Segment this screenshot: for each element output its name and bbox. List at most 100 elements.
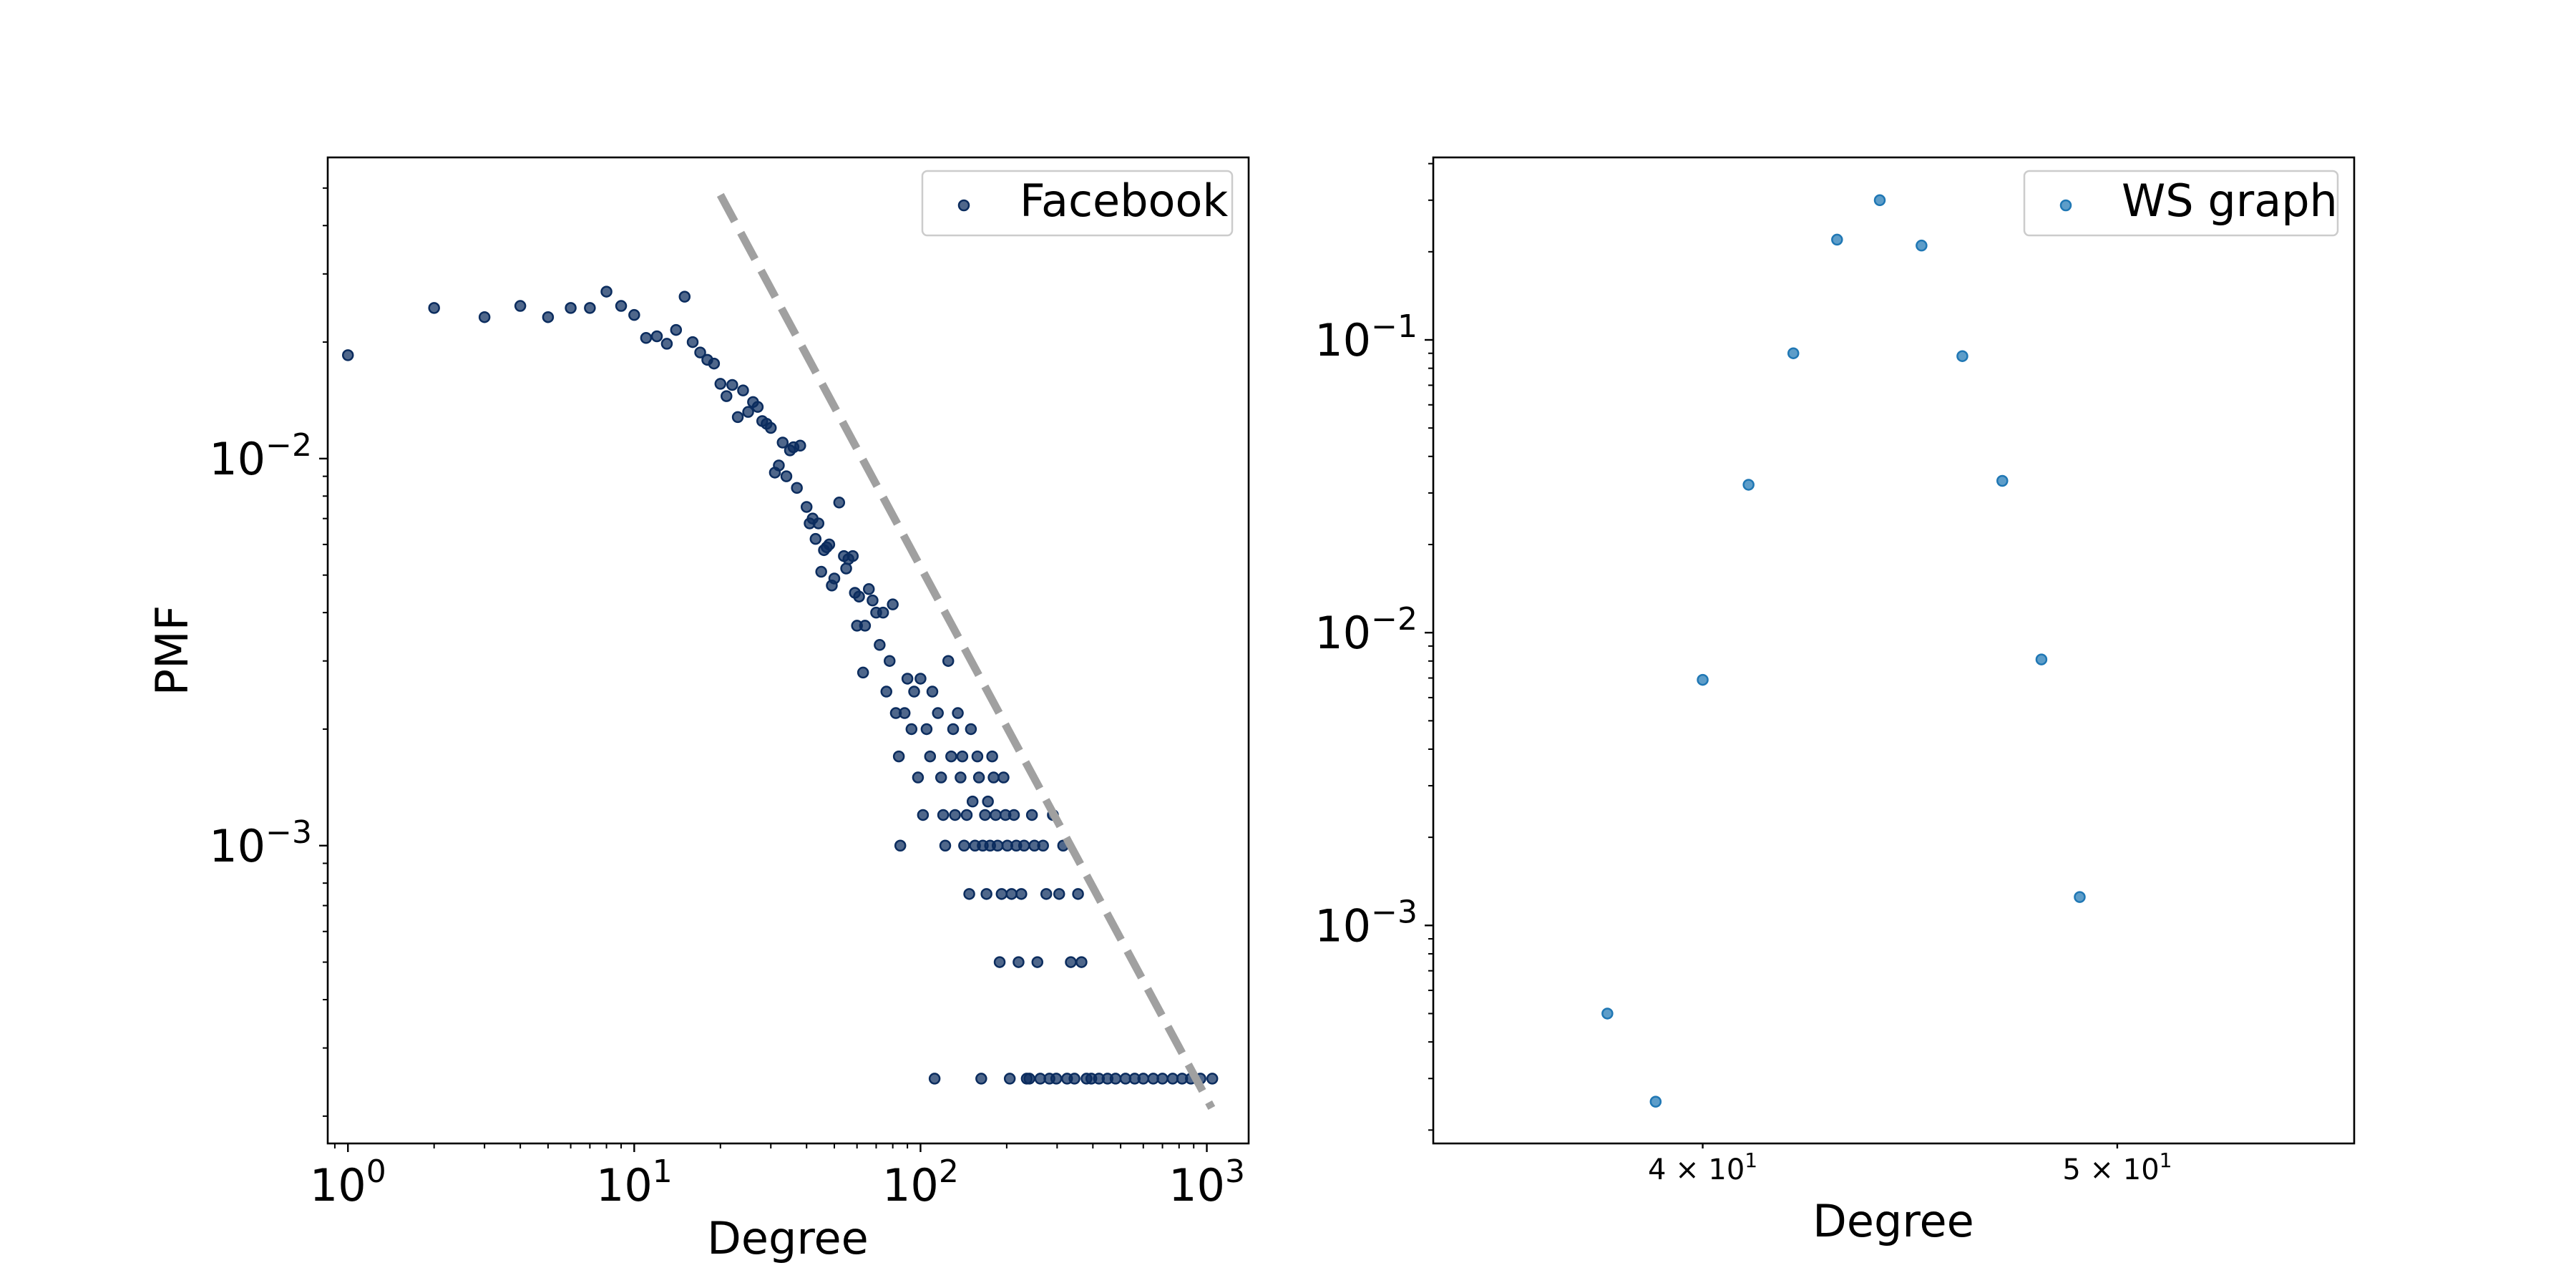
data-point xyxy=(987,771,1000,784)
data-point xyxy=(956,750,969,763)
data-point xyxy=(979,809,991,821)
x-axis-ticks: 100 101 102 103 xyxy=(310,1143,1245,1211)
data-point xyxy=(993,956,1006,968)
data-point xyxy=(926,686,939,698)
data-point xyxy=(1031,956,1044,968)
data-point xyxy=(971,750,984,763)
data-point xyxy=(2074,891,2086,903)
data-point xyxy=(1649,1096,1662,1108)
data-point xyxy=(600,286,613,298)
data-point xyxy=(892,750,905,763)
reference-line-series xyxy=(716,192,1216,1110)
data-point xyxy=(776,436,789,449)
data-point xyxy=(615,300,628,312)
data-point xyxy=(935,771,947,784)
data-point xyxy=(937,809,950,821)
x-tick-label: 5 × 101 xyxy=(2062,1148,2172,1186)
data-point xyxy=(990,809,1002,821)
data-point xyxy=(965,723,977,736)
data-point xyxy=(905,723,918,736)
data-point xyxy=(928,1073,941,1085)
data-point xyxy=(1025,809,1038,821)
data-point xyxy=(764,421,777,434)
data-point xyxy=(694,346,706,358)
x-axis-ticks: 4 × 101 5 × 101 xyxy=(1648,1143,2172,1186)
y-tick-label: 10−3 xyxy=(209,814,312,872)
data-point xyxy=(800,501,813,513)
data-point xyxy=(731,411,744,424)
data-point xyxy=(884,655,896,667)
data-point xyxy=(1068,1073,1080,1085)
data-point xyxy=(815,565,827,578)
ws-graph-subplot: 4 × 101 5 × 101 10−1 10−2 10−3 Degree WS gr… xyxy=(1314,156,2356,1247)
x-tick-label: 4 × 101 xyxy=(1648,1148,1757,1186)
data-point xyxy=(914,673,927,685)
data-point xyxy=(898,707,911,719)
data-point xyxy=(1065,956,1077,968)
data-point xyxy=(955,771,967,784)
data-point xyxy=(1137,1073,1150,1085)
data-point xyxy=(1109,1073,1122,1085)
data-point xyxy=(958,839,970,852)
data-point xyxy=(1996,474,2009,487)
data-point xyxy=(975,1073,987,1085)
data-point xyxy=(874,639,886,651)
data-point xyxy=(809,532,822,545)
y-tick-label: 10−2 xyxy=(209,427,312,485)
data-point xyxy=(992,839,1004,852)
data-point xyxy=(670,323,683,336)
legend-marker-facebook xyxy=(957,199,970,212)
data-point xyxy=(867,594,879,607)
data-point xyxy=(1018,839,1030,852)
data-point xyxy=(1037,839,1049,852)
data-point xyxy=(887,598,899,610)
data-point xyxy=(939,839,952,852)
data-point xyxy=(960,809,973,821)
data-point xyxy=(686,336,699,348)
y-tick-label: 10−1 xyxy=(1314,308,1418,366)
data-point xyxy=(942,655,955,667)
data-point xyxy=(901,673,914,685)
data-point xyxy=(1742,479,1755,491)
data-point xyxy=(945,750,957,763)
data-point xyxy=(1050,1073,1063,1085)
data-point xyxy=(1023,1073,1035,1085)
data-point xyxy=(908,686,920,698)
data-point xyxy=(721,390,733,402)
data-point xyxy=(791,482,803,494)
x-tick-label: 102 xyxy=(882,1153,959,1211)
data-point xyxy=(963,888,975,900)
data-point xyxy=(737,384,749,396)
data-point xyxy=(932,707,944,719)
data-point xyxy=(678,291,691,303)
data-point xyxy=(751,401,764,413)
plot-frame xyxy=(326,156,1250,1145)
data-point xyxy=(995,888,1008,900)
data-point xyxy=(794,439,806,452)
facebook-scatter-series xyxy=(341,286,1219,1085)
data-point xyxy=(812,517,825,530)
legend-box xyxy=(2023,170,2339,237)
data-point xyxy=(1040,888,1053,900)
x-axis-label: Degree xyxy=(1813,1195,1974,1247)
data-point xyxy=(1008,809,1020,821)
data-point xyxy=(1873,194,1886,207)
data-point xyxy=(1156,1073,1169,1085)
data-point xyxy=(947,723,960,736)
x-tick-label: 101 xyxy=(596,1153,673,1211)
x-tick-label: 103 xyxy=(1169,1153,1245,1211)
data-point xyxy=(847,550,859,562)
data-point xyxy=(780,470,793,482)
data-point xyxy=(917,809,930,821)
data-point xyxy=(1003,1073,1016,1085)
data-point xyxy=(986,750,998,763)
ws-graph-scatter-series xyxy=(1601,194,2086,1108)
legend-box xyxy=(921,170,1234,237)
data-point xyxy=(1831,233,1843,246)
data-point xyxy=(773,459,785,472)
data-point xyxy=(833,497,846,509)
data-point xyxy=(982,795,994,808)
data-point xyxy=(966,795,979,808)
data-point xyxy=(1601,1008,1614,1020)
